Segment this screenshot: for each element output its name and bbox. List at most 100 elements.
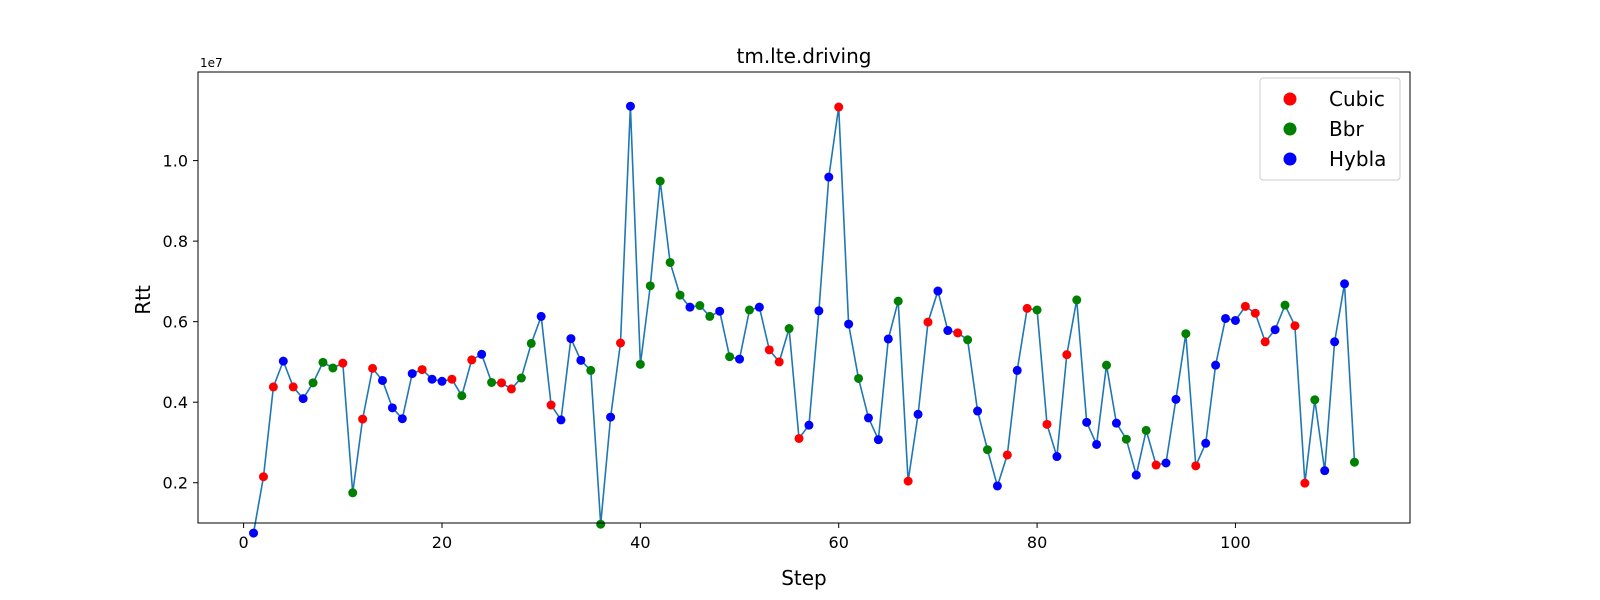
data-point (576, 355, 586, 365)
data-point (794, 433, 804, 443)
data-point (635, 359, 645, 369)
data-point (387, 403, 397, 413)
data-point (397, 414, 407, 424)
y-axis: 0.2 0.4 0.6 0.8 1.0 (163, 152, 198, 493)
data-point (982, 445, 992, 455)
data-point (735, 354, 745, 364)
data-point (1181, 329, 1191, 339)
data-point (1102, 360, 1112, 370)
series-line (252, 106, 1356, 534)
data-point (288, 382, 298, 392)
data-point (834, 102, 844, 112)
y-offset-label: 1e7 (200, 56, 223, 70)
data-point (804, 420, 814, 430)
data-point (358, 414, 368, 424)
data-point (457, 391, 467, 401)
data-point (1171, 394, 1181, 404)
data-point (328, 363, 338, 373)
data-point (477, 349, 487, 359)
data-point (1310, 395, 1320, 405)
data-point (1211, 360, 1221, 370)
legend-label-cubic: Cubic (1329, 87, 1385, 111)
data-point (1042, 419, 1052, 429)
data-point (1012, 365, 1022, 375)
data-point (1191, 461, 1201, 471)
data-point (754, 302, 764, 312)
data-point (1151, 460, 1161, 470)
data-point (1340, 279, 1350, 289)
legend-label-hybla: Hybla (1329, 147, 1386, 171)
data-point (377, 375, 387, 385)
data-point (536, 311, 546, 321)
data-point (298, 394, 308, 404)
data-point (695, 301, 705, 311)
data-point (675, 290, 685, 300)
y-tick-label: 0.2 (163, 474, 188, 493)
data-point (1032, 305, 1042, 315)
data-point (774, 357, 784, 367)
legend-marker-cubic (1283, 92, 1297, 106)
data-point (1320, 466, 1330, 476)
data-point (903, 476, 913, 486)
data-point (1330, 337, 1340, 347)
legend-marker-hybla (1283, 152, 1297, 166)
legend: Cubic Bbr Hybla (1259, 77, 1401, 181)
data-point (873, 435, 883, 445)
data-point (1022, 303, 1032, 313)
data-point (437, 376, 447, 386)
data-point (725, 352, 735, 362)
data-point (258, 472, 268, 482)
data-point (268, 382, 278, 392)
data-point (1250, 308, 1260, 318)
data-point (715, 306, 725, 316)
data-point (1062, 350, 1072, 360)
data-point (1161, 458, 1171, 468)
data-point (913, 409, 923, 419)
plot-frame (197, 71, 1411, 524)
data-point (814, 306, 824, 316)
data-point (487, 377, 497, 387)
data-point (348, 488, 358, 498)
chart-title: tm.lte.driving (737, 44, 872, 68)
data-point (665, 257, 675, 267)
data-point (447, 374, 457, 384)
y-tick-label: 0.8 (163, 232, 188, 251)
data-point (1270, 325, 1280, 335)
data-point (586, 365, 596, 375)
data-point (467, 355, 477, 365)
data-point (1240, 301, 1250, 311)
data-point (496, 378, 506, 388)
x-tick-label: 80 (1027, 533, 1047, 552)
x-tick-label: 60 (829, 533, 849, 552)
data-point (705, 311, 715, 321)
x-axis-label: Step (781, 566, 827, 590)
data-point (606, 412, 616, 422)
data-point (645, 281, 655, 291)
data-point (953, 328, 963, 338)
data-point (973, 406, 983, 416)
data-point (1349, 457, 1359, 467)
data-point (1082, 417, 1092, 427)
data-point (1260, 337, 1270, 347)
data-point (526, 338, 536, 348)
data-point (1141, 425, 1151, 435)
data-point (1121, 434, 1131, 444)
x-tick-label: 0 (239, 533, 249, 552)
x-tick-label: 40 (630, 533, 650, 552)
data-point (655, 176, 665, 186)
legend-box (1259, 77, 1401, 181)
data-point (685, 302, 695, 312)
legend-marker-bbr (1283, 122, 1297, 136)
data-point (784, 324, 794, 334)
data-point (744, 305, 754, 315)
plot-area (249, 101, 1359, 538)
data-point (1002, 450, 1012, 460)
data-point (516, 373, 526, 383)
data-point (368, 363, 378, 373)
data-point (863, 413, 873, 423)
legend-label-bbr: Bbr (1329, 117, 1364, 141)
data-point (933, 286, 943, 296)
data-point (318, 357, 328, 367)
data-point (616, 338, 626, 348)
